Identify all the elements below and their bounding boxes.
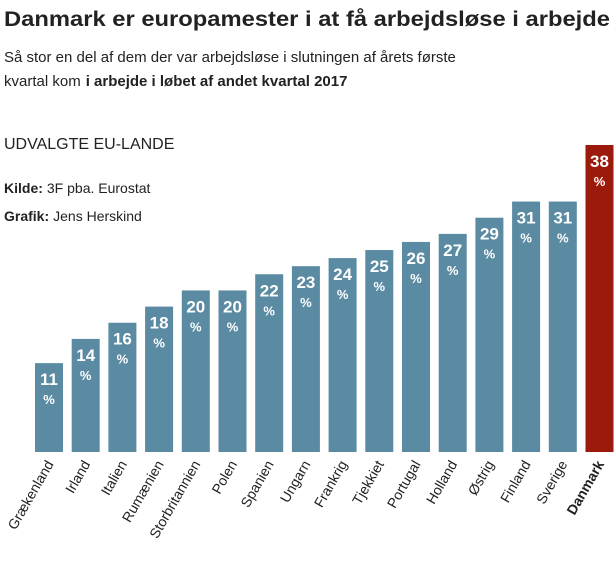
- value-unit: %: [594, 174, 606, 189]
- subtitle-text: kvartal kom: [4, 73, 81, 90]
- x-tick-label: Irland: [62, 458, 93, 496]
- value-unit: %: [263, 303, 275, 318]
- value-unit: %: [190, 319, 202, 334]
- value-unit: %: [80, 368, 92, 383]
- bar: [291, 266, 320, 452]
- x-tick-label: Frankrig: [311, 458, 351, 510]
- credit: Grafik: Jens Herskind: [4, 208, 142, 224]
- x-tick-label: Ungarn: [277, 458, 314, 506]
- credit-label: Grafik:: [4, 208, 49, 224]
- bar: [108, 322, 137, 452]
- x-tick-label: Holland: [423, 458, 461, 507]
- value-unit: %: [153, 336, 165, 351]
- value-unit: %: [227, 319, 239, 334]
- value-unit: %: [520, 231, 532, 246]
- bar: [145, 306, 174, 452]
- x-tick-label: Finland: [497, 458, 534, 506]
- x-tick-label: Polen: [208, 458, 240, 497]
- value-unit: %: [43, 392, 55, 407]
- bar: [181, 290, 210, 452]
- value-label: 27: [443, 241, 462, 260]
- bar: [585, 145, 614, 452]
- x-tick-label: Østrig: [464, 458, 497, 498]
- subtitle: Så stor en del af dem der var arbejdsløs…: [4, 49, 456, 66]
- value-unit: %: [410, 271, 422, 286]
- value-unit: %: [117, 352, 129, 367]
- value-label: 29: [480, 225, 499, 244]
- value-label: 18: [150, 314, 169, 333]
- credit-text: Jens Herskind: [53, 208, 142, 224]
- bar: [548, 201, 577, 452]
- value-unit: %: [300, 295, 312, 310]
- bar: [475, 217, 504, 452]
- value-label: 26: [407, 249, 426, 268]
- value-label: 14: [76, 346, 95, 365]
- value-unit: %: [484, 247, 496, 262]
- value-label: 20: [223, 297, 242, 316]
- bar: [218, 290, 247, 452]
- value-label: 22: [260, 281, 279, 300]
- bar: [328, 258, 357, 452]
- value-label: 16: [113, 330, 132, 349]
- bar: [402, 241, 430, 452]
- bar: [255, 274, 284, 452]
- source-label: Kilde:: [4, 180, 43, 196]
- value-unit: %: [557, 231, 569, 246]
- value-unit: %: [337, 287, 349, 302]
- bar: [71, 338, 100, 452]
- section-label: UDVALGTE EU-LANDE: [4, 136, 174, 153]
- bar: [35, 363, 63, 452]
- chart-title: Danmark er europamester i at få arbejdsl…: [4, 8, 610, 31]
- bar: [438, 233, 467, 452]
- x-tick-label: Spanien: [237, 458, 277, 511]
- x-tick-label: Grækenland: [4, 458, 56, 533]
- value-label: 20: [186, 297, 205, 316]
- x-tick-label: Italien: [97, 458, 130, 498]
- value-label: 31: [553, 209, 572, 228]
- value-unit: %: [447, 263, 459, 278]
- value-label: 24: [333, 265, 352, 284]
- bar: [512, 201, 541, 452]
- x-tick-label: Portugal: [384, 458, 424, 511]
- source-text: 3F pba. Eurostat: [47, 180, 151, 196]
- value-label: 25: [370, 257, 389, 276]
- subtitle-bold: i arbejde i løbet af andet kvartal 2017: [86, 73, 348, 90]
- value-label: 31: [517, 209, 536, 228]
- subtitle: kvartal kom i arbejde i løbet af andet kv…: [4, 73, 347, 90]
- bar: [365, 250, 394, 452]
- value-unit: %: [374, 279, 386, 294]
- value-label: 23: [296, 273, 315, 292]
- x-tick-label: Tjekkiet: [349, 457, 387, 507]
- source: Kilde: 3F pba. Eurostat: [4, 180, 151, 196]
- x-tick-label: Sverige: [533, 457, 571, 506]
- value-label: 38: [590, 152, 609, 171]
- value-label: 11: [40, 370, 58, 389]
